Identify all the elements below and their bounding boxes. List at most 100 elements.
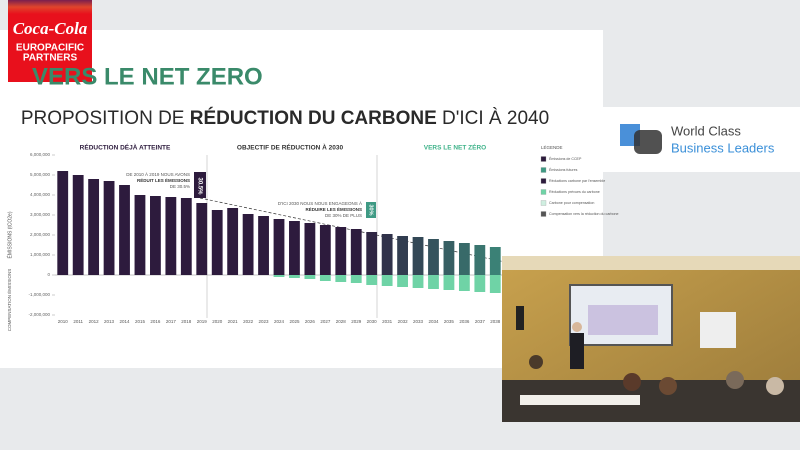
x-tick-label: 2035 [444, 319, 455, 324]
title-part: RÉDUCTION DU CARBONE [190, 107, 437, 129]
legend-label: Réductions prévues du carbone [549, 190, 600, 194]
x-tick-label: 2033 [413, 319, 424, 324]
y-tick-label: 1,000,000 [30, 252, 51, 257]
bar [428, 275, 439, 289]
callout-text: DE 30% DE PLUS [325, 213, 362, 218]
x-tick-label: 2018 [181, 319, 192, 324]
callout-badge [194, 172, 206, 198]
attendee [529, 355, 543, 369]
x-tick-label: 2022 [243, 319, 254, 324]
slide-title: PROPOSITION DE RÉDUCTION DU CARBONE D'IC… [21, 107, 549, 129]
x-tick-label: 2036 [459, 319, 470, 324]
x-tick-label: 2019 [197, 319, 208, 324]
legend-label: Compensation vers la réduction du carbon… [549, 212, 619, 216]
card-icon [634, 130, 662, 154]
card-text: Business Leaders [671, 140, 775, 155]
x-tick-label: 2017 [166, 319, 177, 324]
bar [335, 227, 347, 275]
y-tick-label: 3,000,000 [30, 212, 51, 217]
x-tick-label: 2012 [89, 319, 100, 324]
x-tick-label: 2030 [367, 319, 378, 324]
bar [57, 171, 69, 275]
bar [443, 275, 455, 290]
legend-swatch [540, 156, 547, 162]
callout-text: D'ICI 2030 NOUS NOUS ENGAGEONS À [278, 200, 362, 206]
presenter [570, 333, 584, 369]
logo-text: PARTNERS [23, 53, 78, 64]
legend-label: Carbone pour compensation [549, 201, 594, 205]
attendee [726, 371, 744, 389]
slide-heading: VERS LE NET ZERO [32, 63, 263, 90]
bar [443, 241, 455, 275]
x-tick-label: 2037 [475, 319, 486, 324]
webcam-video [502, 256, 800, 422]
card-text: World Class [671, 123, 741, 138]
y-tick-label: 5,000,000 [30, 172, 51, 177]
callout-text: RÉDUIT LES ÉMISSIONS [137, 176, 190, 183]
y2-axis-title: COMPENSATION ÉMISSIONS [6, 269, 12, 331]
badge-text: 30% [368, 204, 374, 215]
legend-swatch [540, 178, 547, 184]
x-tick-label: 2027 [320, 319, 331, 324]
bar [397, 236, 408, 275]
bar [304, 275, 316, 279]
bar [397, 275, 408, 287]
door [700, 312, 736, 348]
bar [227, 208, 239, 275]
y-tick-label: 4,000,000 [30, 192, 51, 197]
attendee [623, 373, 641, 391]
bar [319, 275, 331, 281]
x-tick-label: 2013 [104, 319, 115, 324]
bar [134, 195, 146, 275]
bar [474, 275, 486, 292]
bar [103, 181, 115, 275]
table [520, 395, 640, 405]
legend-label: Émissions futures [549, 167, 578, 172]
legend-swatch [540, 189, 547, 195]
bar [180, 198, 192, 275]
bar [72, 175, 84, 275]
bar [196, 203, 208, 275]
bar [289, 275, 300, 278]
legend-title: LÉGENDE [541, 144, 563, 150]
x-tick-label: 2011 [73, 319, 83, 324]
title-part: PROPOSITION DE [21, 108, 190, 129]
bar [381, 234, 393, 275]
bar [350, 275, 362, 283]
callout-text: RÉDUIRE LES ÉMISSIONS [305, 205, 362, 212]
section-label: VERS LE NET ZÉRO [424, 143, 486, 152]
legend-label: Émissions de CCEP [549, 156, 582, 161]
bar [319, 225, 331, 275]
y-tick-label: 0 [47, 272, 50, 277]
ceiling [502, 256, 800, 270]
legend-label: Réductions carbone par l'ensemble [549, 179, 605, 183]
bar [211, 210, 223, 275]
presenter-head [572, 322, 582, 332]
x-tick-label: 2021 [228, 319, 239, 324]
section-label: RÉDUCTION DÉJÀ ATTEINTE [80, 143, 171, 152]
badge-text: 30.5% [196, 177, 202, 195]
bar [489, 275, 501, 293]
legend: Émissions de CCEP Émissions futures Réduct… [540, 156, 619, 217]
bar [412, 237, 424, 275]
y-tick-label: 2,000,000 [30, 232, 51, 237]
bar [304, 223, 316, 275]
callout-text: DE 2010 À 2019 NOUS AVONS [126, 171, 190, 177]
bar [273, 275, 285, 277]
bar [350, 229, 362, 275]
legend-swatch [540, 211, 547, 217]
bar [150, 196, 161, 275]
bar [165, 197, 177, 275]
bar [335, 275, 347, 282]
legend-swatch [540, 167, 547, 173]
bar [458, 275, 470, 291]
bar [273, 219, 285, 275]
x-tick-label: 2023 [259, 319, 270, 324]
bar [489, 247, 501, 275]
logo-text: EUROPACIFIC [16, 43, 84, 54]
bar [458, 243, 470, 275]
projected-chart [588, 305, 658, 335]
bar [88, 179, 100, 275]
